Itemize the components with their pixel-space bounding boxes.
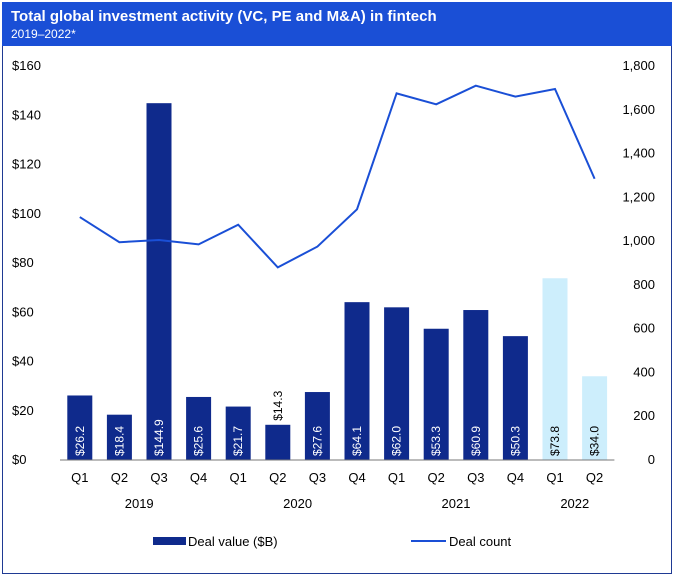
left-axis-tick-label: $140 — [12, 107, 41, 122]
x-axis-tick-label: Q1 — [71, 470, 88, 485]
bar — [423, 328, 449, 460]
right-axis-tick-label: 1,400 — [622, 146, 655, 161]
x-axis-year-label: 2021 — [442, 496, 471, 511]
left-axis-tick-label: $0 — [12, 452, 26, 467]
x-axis-tick-label: Q2 — [428, 470, 445, 485]
x-axis-tick-label: Q3 — [467, 470, 484, 485]
bar — [106, 414, 132, 460]
deal-count-line — [79, 84, 596, 269]
bar-data-label: $144.9 — [152, 419, 166, 456]
right-axis-tick-label: 1,200 — [622, 189, 655, 204]
bar-data-label: $53.3 — [429, 426, 443, 456]
x-axis-tick-label: Q3 — [150, 470, 167, 485]
chart-subtitle: 2019–2022* — [11, 27, 76, 41]
left-axis-tick-label: $60 — [12, 304, 34, 319]
left-axis-tick-label: $80 — [12, 255, 34, 270]
x-axis-tick-label: Q2 — [111, 470, 128, 485]
right-axis-tick-label: 600 — [633, 321, 655, 336]
bar-data-label: $64.1 — [350, 426, 364, 456]
x-axis-tick-label: Q4 — [348, 470, 365, 485]
right-axis-tick-label: 200 — [633, 408, 655, 423]
x-axis-tick-label: Q1 — [546, 470, 563, 485]
bar-data-label: $18.4 — [112, 426, 126, 456]
right-axis-tick-label: 0 — [648, 452, 655, 467]
bar — [344, 302, 370, 460]
right-axis-tick-label: 1,000 — [622, 233, 655, 248]
bar — [384, 307, 410, 460]
right-axis-tick-label: 800 — [633, 277, 655, 292]
chart-title: Total global investment activity (VC, PE… — [11, 8, 437, 25]
bar-data-label: $26.2 — [73, 426, 87, 456]
legend-label-deal-value: Deal value ($B) — [188, 534, 278, 549]
left-axis-tick-label: $20 — [12, 403, 34, 418]
x-axis-tick-label: Q1 — [230, 470, 247, 485]
bar — [304, 392, 330, 460]
bar-data-label: $14.3 — [271, 390, 285, 420]
bar-data-label: $73.8 — [548, 426, 562, 456]
title-bar: Total global investment activity (VC, PE… — [2, 2, 672, 46]
bar — [146, 103, 172, 460]
x-axis-tick-label: Q4 — [190, 470, 207, 485]
x-axis-tick-label: Q4 — [507, 470, 524, 485]
bar — [225, 406, 251, 460]
x-axis-tick-label: Q1 — [388, 470, 405, 485]
bar — [542, 278, 568, 460]
bar — [265, 424, 291, 460]
legend-label-deal-count: Deal count — [449, 534, 512, 549]
x-axis-tick-label: Q2 — [586, 470, 603, 485]
x-axis-year-label: 2019 — [125, 496, 154, 511]
bar — [582, 376, 608, 460]
left-axis-tick-label: $120 — [12, 157, 41, 172]
right-axis-tick-label: 1,800 — [622, 58, 655, 73]
bar — [67, 395, 93, 460]
x-axis-year-label: 2022 — [560, 496, 589, 511]
left-axis-tick-label: $40 — [12, 354, 34, 369]
bar — [502, 336, 528, 460]
bar-data-label: $60.9 — [469, 426, 483, 456]
x-axis-tick-label: Q2 — [269, 470, 286, 485]
bar — [463, 310, 489, 460]
right-axis-tick-label: 400 — [633, 364, 655, 379]
bar-data-label: $34.0 — [588, 426, 602, 456]
right-axis-tick-label: 1,600 — [622, 102, 655, 117]
bar-data-label: $62.0 — [390, 426, 404, 456]
left-axis-tick-label: $100 — [12, 206, 41, 221]
bar-data-label: $50.3 — [508, 426, 522, 456]
x-axis-tick-label: Q3 — [309, 470, 326, 485]
bar-data-label: $27.6 — [310, 426, 324, 456]
bar — [186, 396, 212, 460]
left-axis-tick-label: $160 — [12, 58, 41, 73]
x-axis-year-label: 2020 — [283, 496, 312, 511]
bar-data-label: $21.7 — [231, 426, 245, 456]
legend-swatch-deal-value — [153, 537, 186, 545]
bar-data-label: $25.6 — [192, 426, 206, 456]
